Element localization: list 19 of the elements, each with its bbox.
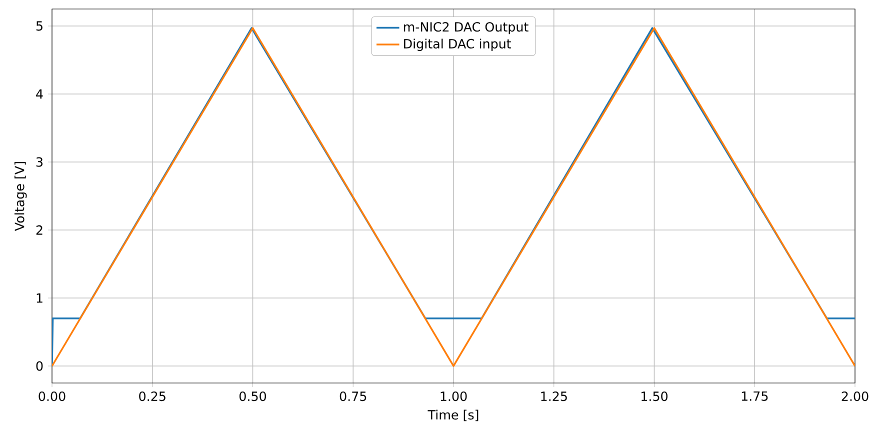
x-tick-label: 0.00 <box>38 391 66 402</box>
x-tick-label: 0.75 <box>340 391 366 402</box>
x-tick-label: 0.25 <box>139 391 166 402</box>
x-tick-label: 0.50 <box>239 391 266 402</box>
y-axis-title: Voltage [V] <box>14 162 27 231</box>
y-tick-label: 2 <box>36 225 42 235</box>
x-tick-label: 1.75 <box>742 391 768 401</box>
x-tick-label: 1.25 <box>541 391 567 402</box>
y-tick-label: 5 <box>36 21 42 31</box>
x-tick-label: 1.50 <box>642 391 668 402</box>
y-tick-label: 4 <box>36 89 43 99</box>
legend-label: Digital DAC input <box>404 38 512 51</box>
legend-label: m-NIC2 DAC Output <box>404 22 528 34</box>
x-axis-title: Time [s] <box>428 410 478 422</box>
y-tick-label: 1 <box>36 293 42 303</box>
x-tick-label: 1.00 <box>440 391 467 402</box>
x-tick-label: 2.00 <box>842 391 868 402</box>
y-tick-label: 3 <box>36 157 43 167</box>
y-tick-label: 0 <box>36 361 43 371</box>
